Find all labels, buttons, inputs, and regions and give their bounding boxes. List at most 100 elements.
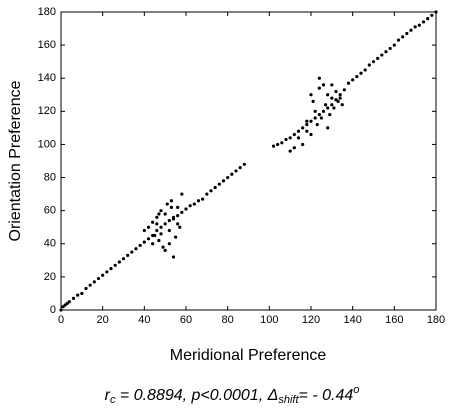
point [328,113,332,117]
point [146,225,151,229]
point [346,81,351,85]
point [169,199,174,203]
y-tick-label: 120 [38,105,56,117]
point [167,219,171,223]
point [105,270,109,274]
point [409,28,413,32]
point [317,76,321,80]
point [96,276,101,281]
point [296,136,301,140]
point [340,103,344,107]
y-tick-label: 40 [44,238,56,250]
x-tick-label: 160 [385,314,403,326]
point [380,53,384,57]
point [161,245,165,249]
point [130,250,134,254]
plot-frame [60,11,437,311]
x-tick-label: 180 [427,314,445,326]
point [305,122,309,127]
point [326,106,330,110]
x-tick-label: 80 [222,314,234,326]
point [351,78,355,82]
point [163,248,167,252]
x-axis-title: Meridional Preference [170,347,327,364]
point [109,267,113,271]
point [296,129,301,133]
point [301,142,305,147]
point [157,238,161,243]
point [305,119,309,123]
point [184,207,188,211]
point [317,86,321,90]
point [134,247,138,251]
point [173,235,178,239]
point [159,232,163,236]
x-tick-label: 60 [180,314,192,326]
y-tick-label: 160 [38,39,56,51]
point [359,71,363,75]
point [384,50,388,54]
caption-sub: c [110,394,116,406]
point [176,205,180,209]
point [67,300,71,304]
point [221,179,226,183]
caption-sup: o [353,384,359,396]
point [309,93,313,97]
point [142,228,146,233]
point [180,192,184,196]
point [301,126,305,130]
point [334,89,338,94]
point [355,74,359,79]
point [363,68,367,72]
point [213,185,217,190]
point [192,202,196,206]
point [159,225,163,229]
point [309,119,313,123]
point [323,103,328,107]
point [167,242,171,246]
point [311,99,315,103]
point [280,141,284,145]
point [76,293,80,297]
point [315,122,319,127]
point [426,17,430,21]
point [317,113,321,117]
point [392,43,396,47]
point [313,116,317,120]
caption-sub: shift [278,394,299,406]
point [169,205,174,209]
point [342,88,346,92]
point [271,144,276,148]
y-tick-label: 140 [38,72,56,84]
point [71,296,76,301]
point [321,109,326,113]
point [396,38,401,42]
point [338,96,342,100]
point [238,166,242,170]
point [388,46,392,51]
point [167,228,171,233]
point [292,146,296,150]
point [217,182,221,186]
point [242,162,246,166]
caption-part: = - 0.44 [299,387,354,404]
point [113,263,117,267]
y-tick-label: 100 [38,138,56,150]
point [205,192,209,196]
point [226,175,230,180]
point [284,137,288,142]
x-tick-label: 20 [97,314,109,326]
point [230,172,234,176]
x-tick-label: 140 [343,314,361,326]
point [321,83,326,87]
point [201,197,205,201]
point [165,202,169,206]
point [413,25,417,29]
point [117,260,121,264]
point [434,10,438,14]
point [188,204,192,208]
point [171,255,176,259]
point [92,280,96,284]
point [309,132,313,137]
point [376,56,380,60]
